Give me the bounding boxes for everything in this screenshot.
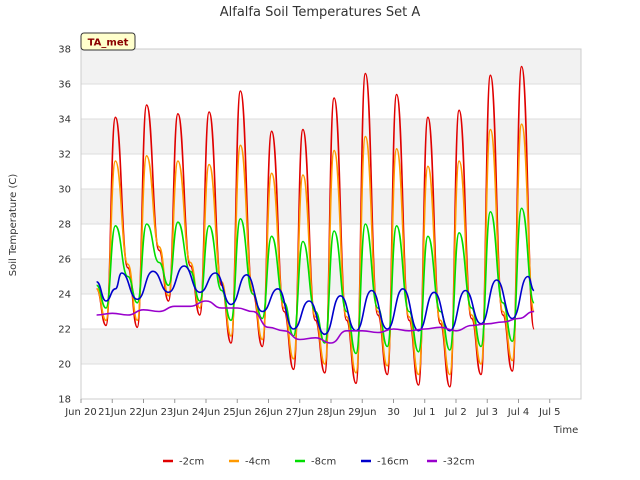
x-tick-label: Jun 20	[64, 407, 97, 418]
y-tick-label: 34	[58, 115, 71, 126]
legend-label: -16cm	[377, 457, 409, 468]
x-axis-label: Time	[553, 425, 578, 436]
y-tick-label: 18	[58, 395, 71, 406]
x-tick-label: Jul 3	[475, 407, 498, 418]
x-axis-ticks: Jun 20 21Jun 22Jun 23Jun 24Jun 25Jun 26Jun 27Ju…	[64, 399, 561, 418]
x-tick-label: 21Jun	[98, 407, 126, 418]
series-line-32cm	[96, 300, 535, 344]
x-tick-label: 30	[387, 407, 400, 418]
y-axis-ticks: 18 20 22 24 26 28 30 32 34 36 38	[58, 45, 71, 406]
legend-label: -4cm	[245, 457, 270, 468]
y-axis-label: Soil Temperature (C)	[8, 174, 19, 277]
annotation-badge: TA_met	[80, 32, 136, 51]
legend: -2cm -4cm -8cm -16cm -32cm	[163, 457, 475, 468]
y-tick-label: 22	[58, 325, 71, 336]
y-tick-label: 38	[58, 45, 71, 56]
x-tick-label: 23Jun	[161, 407, 189, 418]
series-line-4cm	[95, 123, 535, 376]
x-tick-label: Jul 4	[507, 407, 530, 418]
y-tick-label: 26	[58, 255, 71, 266]
x-tick-label: Jul 2	[444, 407, 467, 418]
series-line-8cm	[96, 207, 535, 355]
x-tick-label: 22Jun	[129, 407, 157, 418]
y-tick-label: 32	[58, 150, 71, 161]
x-tick-label: 25Jun	[223, 407, 251, 418]
y-tick-label: 24	[58, 290, 71, 301]
x-tick-label: Jul 5	[538, 407, 561, 418]
chart-title: Alfalfa Soil Temperatures Set A	[220, 5, 421, 20]
annotation-badge-text: TA_met	[88, 38, 129, 49]
background-band	[81, 329, 581, 364]
legend-label: -32cm	[443, 457, 475, 468]
series-line-16cm	[96, 265, 535, 336]
y-tick-label: 30	[58, 185, 71, 196]
y-tick-label: 28	[58, 220, 71, 231]
legend-label: -2cm	[179, 457, 204, 468]
x-tick-label: 27Jun	[286, 407, 314, 418]
x-tick-label: 28Jun	[317, 407, 345, 418]
background-band	[81, 49, 581, 84]
x-tick-label: 26Jun	[254, 407, 282, 418]
y-tick-label: 36	[58, 80, 71, 91]
series-lines	[95, 65, 535, 388]
annotation-badge-box	[80, 32, 136, 51]
x-tick-label: Jul 1	[413, 407, 436, 418]
x-tick-label: 29Jun	[348, 407, 376, 418]
legend-label: -8cm	[311, 457, 336, 468]
y-tick-label: 20	[58, 360, 71, 371]
x-tick-label: 24Jun	[192, 407, 220, 418]
